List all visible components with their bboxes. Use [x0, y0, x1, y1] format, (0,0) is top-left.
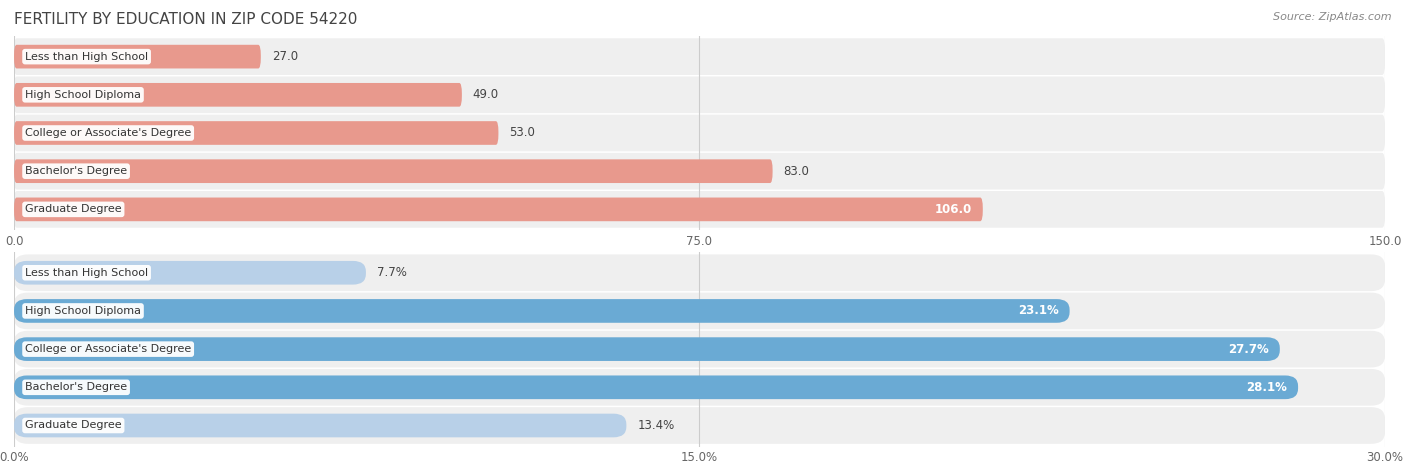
FancyBboxPatch shape — [14, 375, 1298, 399]
FancyBboxPatch shape — [14, 369, 1385, 406]
FancyBboxPatch shape — [14, 83, 463, 107]
Text: Bachelor's Degree: Bachelor's Degree — [25, 166, 127, 176]
Text: FERTILITY BY EDUCATION IN ZIP CODE 54220: FERTILITY BY EDUCATION IN ZIP CODE 54220 — [14, 12, 357, 27]
FancyBboxPatch shape — [14, 114, 1385, 152]
Text: Less than High School: Less than High School — [25, 52, 148, 62]
FancyBboxPatch shape — [14, 331, 1385, 368]
Text: 106.0: 106.0 — [935, 203, 972, 216]
FancyBboxPatch shape — [14, 76, 1385, 113]
Text: 27.7%: 27.7% — [1227, 342, 1268, 356]
Text: 27.0: 27.0 — [271, 50, 298, 63]
FancyBboxPatch shape — [14, 121, 499, 145]
Text: Source: ZipAtlas.com: Source: ZipAtlas.com — [1274, 12, 1392, 22]
Text: Graduate Degree: Graduate Degree — [25, 420, 122, 430]
Text: 7.7%: 7.7% — [377, 266, 406, 279]
FancyBboxPatch shape — [14, 191, 1385, 228]
Text: 23.1%: 23.1% — [1018, 304, 1059, 317]
FancyBboxPatch shape — [14, 337, 1279, 361]
FancyBboxPatch shape — [14, 299, 1070, 323]
FancyBboxPatch shape — [14, 198, 983, 221]
Text: College or Associate's Degree: College or Associate's Degree — [25, 128, 191, 138]
Text: Graduate Degree: Graduate Degree — [25, 204, 122, 214]
Text: 49.0: 49.0 — [472, 88, 499, 101]
FancyBboxPatch shape — [14, 261, 366, 285]
Text: College or Associate's Degree: College or Associate's Degree — [25, 344, 191, 354]
Text: 13.4%: 13.4% — [637, 419, 675, 432]
Text: High School Diploma: High School Diploma — [25, 306, 141, 316]
Text: Bachelor's Degree: Bachelor's Degree — [25, 382, 127, 392]
Text: 28.1%: 28.1% — [1246, 381, 1286, 394]
Text: Less than High School: Less than High School — [25, 268, 148, 278]
FancyBboxPatch shape — [14, 293, 1385, 329]
Text: 53.0: 53.0 — [509, 126, 536, 140]
FancyBboxPatch shape — [14, 407, 1385, 444]
FancyBboxPatch shape — [14, 45, 262, 68]
Text: 83.0: 83.0 — [783, 165, 810, 178]
FancyBboxPatch shape — [14, 38, 1385, 75]
FancyBboxPatch shape — [14, 414, 627, 437]
Text: High School Diploma: High School Diploma — [25, 90, 141, 100]
FancyBboxPatch shape — [14, 159, 773, 183]
FancyBboxPatch shape — [14, 255, 1385, 291]
FancyBboxPatch shape — [14, 153, 1385, 190]
